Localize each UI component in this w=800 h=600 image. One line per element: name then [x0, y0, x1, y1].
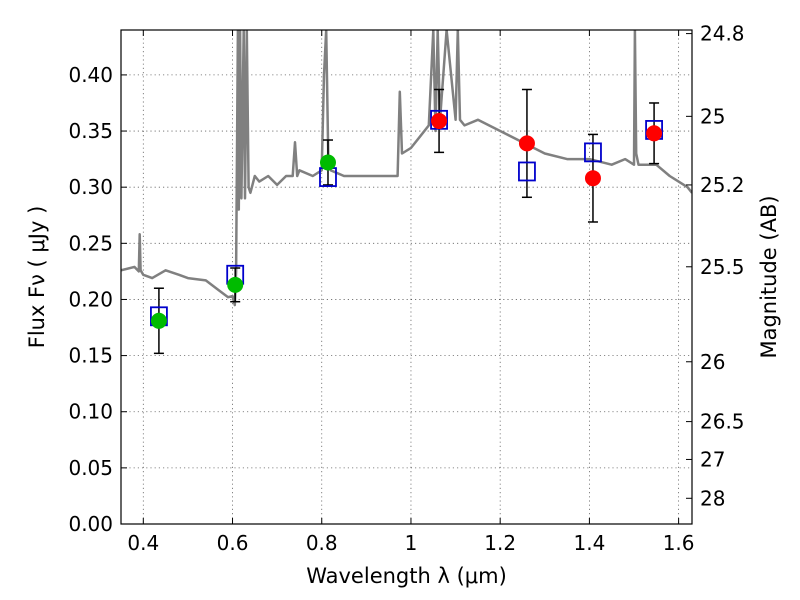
y2-tick-label: 26.5	[700, 410, 745, 434]
y2-tick-label: 25	[700, 104, 725, 128]
model-spectrum	[121, 30, 692, 307]
x-tick-label: 1.6	[663, 531, 695, 555]
y-tick-label: 0.15	[68, 344, 113, 368]
x-tick-label: 1	[405, 531, 418, 555]
y-tick-label: 0.00	[68, 512, 113, 536]
y2-tick-label: 25.5	[700, 255, 745, 279]
y2-axis-label: Magnitude (AB)	[757, 195, 781, 358]
y2-tick-label: 25.2	[700, 173, 745, 197]
y-tick-label: 0.40	[68, 63, 113, 87]
observed-point	[584, 170, 601, 187]
observed-point	[518, 135, 535, 152]
x-tick-label: 1.2	[484, 531, 516, 555]
y2-tick-label: 24.8	[700, 22, 745, 46]
x-axis-label: Wavelength λ (μm)	[306, 564, 507, 588]
x-tick-label: 0.6	[217, 531, 249, 555]
x-tick-label: 0.8	[306, 531, 338, 555]
observed-point	[227, 276, 244, 293]
y-axis-ticks: 0.00 0.05 0.10 0.15 0.20 0.25 0.30 0.35 0.40	[68, 63, 127, 536]
x-tick-label: 1.4	[573, 531, 605, 555]
x-axis-ticks: 0.4 0.6 0.8 1 1.2 1.4 1.6	[127, 30, 695, 555]
y-tick-label: 0.25	[68, 231, 113, 255]
y-tick-label: 0.30	[68, 175, 113, 199]
y2-tick-label: 28	[700, 486, 725, 510]
observed-point	[646, 125, 663, 142]
y2-axis-ticks: 24.8 25 25.2 25.5 26 26.5 27 28	[686, 22, 745, 510]
model-spectrum-line	[121, 30, 692, 307]
observed-point	[150, 312, 167, 329]
data-markers	[150, 109, 663, 329]
error-bars	[153, 88, 660, 355]
observed-point	[431, 112, 448, 129]
y-tick-label: 0.10	[68, 400, 113, 424]
y-tick-label: 0.05	[68, 456, 113, 480]
y2-tick-label: 27	[700, 447, 725, 471]
grid	[121, 30, 692, 525]
y-axis-label: Flux Fν ( μJy )	[25, 206, 49, 349]
x-tick-label: 0.4	[127, 531, 159, 555]
y-tick-label: 0.20	[68, 287, 113, 311]
model-photometry-square	[518, 161, 536, 182]
model-photometry-square	[584, 142, 602, 163]
observed-point	[319, 154, 336, 171]
y2-tick-label: 26	[700, 350, 725, 374]
plot-frame	[120, 29, 693, 525]
y-tick-label: 0.35	[68, 119, 113, 143]
